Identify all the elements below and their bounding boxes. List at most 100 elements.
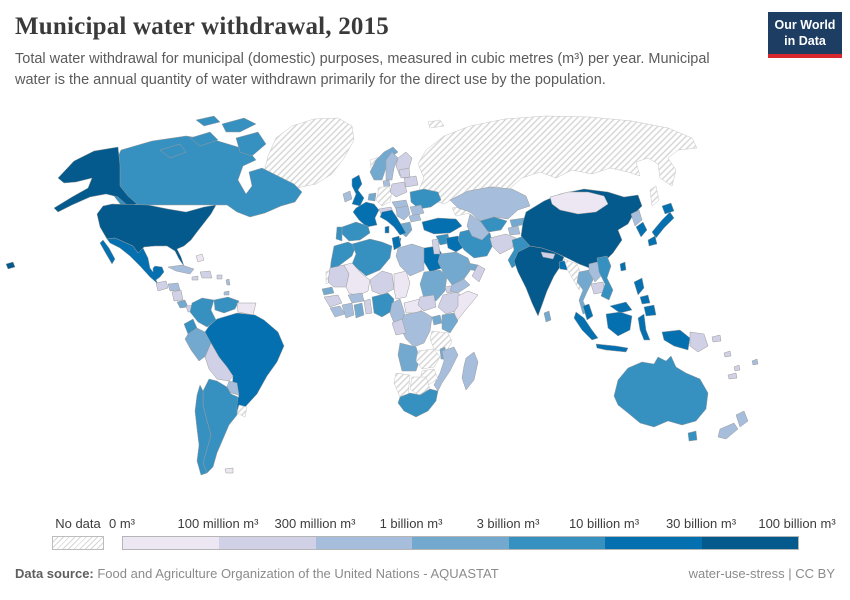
country-greenland[interactable] — [261, 117, 355, 189]
country-niger[interactable] — [369, 270, 395, 296]
country-mexico-baja[interactable] — [99, 239, 116, 265]
country-nicaragua[interactable] — [171, 289, 184, 302]
legend-bin-1[interactable] — [219, 537, 316, 549]
country-somalia[interactable] — [453, 290, 479, 323]
country-north-korea[interactable] — [630, 209, 643, 227]
country-australia[interactable] — [613, 355, 709, 428]
country-poland[interactable] — [389, 181, 408, 198]
country-germany[interactable] — [375, 185, 393, 207]
country-turkmenistan[interactable] — [466, 213, 490, 241]
country-indonesia[interactable] — [573, 311, 691, 353]
country-south-africa[interactable] — [397, 388, 439, 418]
legend-bin-3[interactable] — [412, 537, 509, 549]
country-congo-gabon[interactable] — [391, 318, 407, 336]
country-south-korea[interactable] — [635, 221, 648, 238]
country-sri-lanka[interactable] — [543, 310, 552, 323]
country-baltic-states[interactable] — [398, 167, 411, 179]
country-tajikistan[interactable] — [507, 225, 521, 236]
country-burkina-faso[interactable] — [347, 292, 365, 304]
country-sudan[interactable] — [419, 269, 448, 302]
country-botswana[interactable] — [409, 376, 431, 396]
country-russia[interactable] — [417, 115, 698, 205]
country-yemen[interactable] — [449, 278, 471, 294]
country-lesser-antilles[interactable] — [225, 278, 231, 286]
country-uganda[interactable] — [431, 314, 443, 326]
country-puerto-rico[interactable] — [216, 274, 223, 280]
country-oman[interactable] — [471, 264, 486, 283]
country-malaysia[interactable] — [582, 301, 633, 321]
country-tasmania[interactable] — [687, 430, 698, 442]
country-uruguay[interactable] — [236, 404, 248, 418]
legend-bin-6[interactable] — [701, 537, 798, 549]
country-japan[interactable] — [647, 202, 675, 247]
country-russia-sakhalin[interactable] — [649, 185, 660, 207]
country-chile[interactable] — [194, 384, 212, 476]
country-honduras[interactable] — [167, 282, 181, 292]
country-cuba[interactable] — [167, 264, 195, 275]
country-ivory-coast[interactable] — [341, 302, 355, 319]
legend-bin-4[interactable] — [508, 537, 606, 549]
country-mexico[interactable] — [106, 237, 165, 285]
country-morocco[interactable] — [329, 241, 357, 273]
country-senegal[interactable] — [321, 286, 335, 296]
country-denmark[interactable] — [382, 179, 391, 188]
country-turkey[interactable] — [421, 217, 463, 235]
country-usa-alaska[interactable] — [53, 146, 138, 213]
country-mongolia[interactable] — [549, 191, 609, 215]
country-france[interactable] — [352, 201, 380, 228]
country-hispaniola[interactable] — [199, 270, 213, 279]
country-south-sudan[interactable] — [417, 294, 437, 312]
country-belarus[interactable] — [403, 175, 419, 188]
country-ukraine[interactable] — [409, 188, 442, 210]
country-png-islands[interactable] — [711, 334, 722, 343]
country-portugal[interactable] — [335, 226, 343, 242]
country-vanuatu[interactable] — [733, 364, 741, 372]
country-balkans[interactable] — [395, 205, 411, 221]
country-zambia[interactable] — [415, 348, 441, 370]
country-angola[interactable] — [397, 342, 421, 372]
country-svalbard[interactable] — [427, 119, 445, 129]
country-guatemala[interactable] — [155, 280, 169, 292]
country-algeria[interactable] — [351, 238, 393, 277]
country-kazakhstan[interactable] — [449, 186, 531, 222]
country-philippines[interactable] — [633, 277, 657, 317]
legend-bin-2[interactable] — [315, 537, 413, 549]
country-afghanistan[interactable] — [489, 233, 517, 255]
country-usa-hawaii[interactable] — [5, 261, 16, 270]
country-united-kingdom[interactable] — [351, 174, 365, 207]
country-nepal[interactable] — [540, 251, 556, 260]
legend-no-data-swatch[interactable] — [52, 536, 104, 550]
country-togo-benin[interactable] — [363, 298, 373, 315]
country-bulgaria[interactable] — [408, 213, 422, 223]
country-fiji[interactable] — [751, 358, 759, 366]
country-falkland-islands[interactable] — [224, 467, 234, 474]
country-madagascar[interactable] — [461, 351, 479, 391]
country-spain[interactable] — [341, 221, 371, 242]
country-paraguay[interactable] — [226, 380, 240, 396]
country-ghana[interactable] — [353, 302, 365, 319]
country-jamaica[interactable] — [191, 275, 199, 281]
country-papua-new-guinea[interactable] — [689, 331, 709, 353]
legend-bin-5[interactable] — [605, 537, 702, 549]
country-ireland[interactable] — [342, 190, 353, 203]
country-libya[interactable] — [395, 243, 425, 277]
country-india[interactable] — [513, 245, 565, 317]
country-tunisia[interactable] — [391, 235, 402, 251]
license-note[interactable]: water-use-stress | CC BY — [688, 566, 835, 581]
country-chad[interactable] — [393, 270, 411, 300]
country-guinea[interactable] — [323, 294, 343, 308]
country-benelux[interactable] — [367, 192, 377, 202]
country-mozambique[interactable] — [433, 346, 459, 392]
country-bahamas[interactable] — [195, 253, 205, 263]
owid-logo[interactable]: Our World in Data — [768, 12, 842, 59]
country-romania[interactable] — [409, 204, 425, 217]
country-sweden[interactable] — [385, 151, 399, 181]
country-kenya[interactable] — [441, 312, 459, 334]
country-taiwan[interactable] — [619, 261, 627, 272]
country-namibia[interactable] — [393, 372, 411, 398]
country-new-caledonia[interactable] — [727, 372, 738, 380]
country-venezuela[interactable] — [213, 296, 240, 314]
legend-bin-0[interactable] — [123, 537, 220, 549]
country-solomon-islands[interactable] — [723, 350, 732, 358]
country-vietnam[interactable] — [596, 255, 614, 301]
